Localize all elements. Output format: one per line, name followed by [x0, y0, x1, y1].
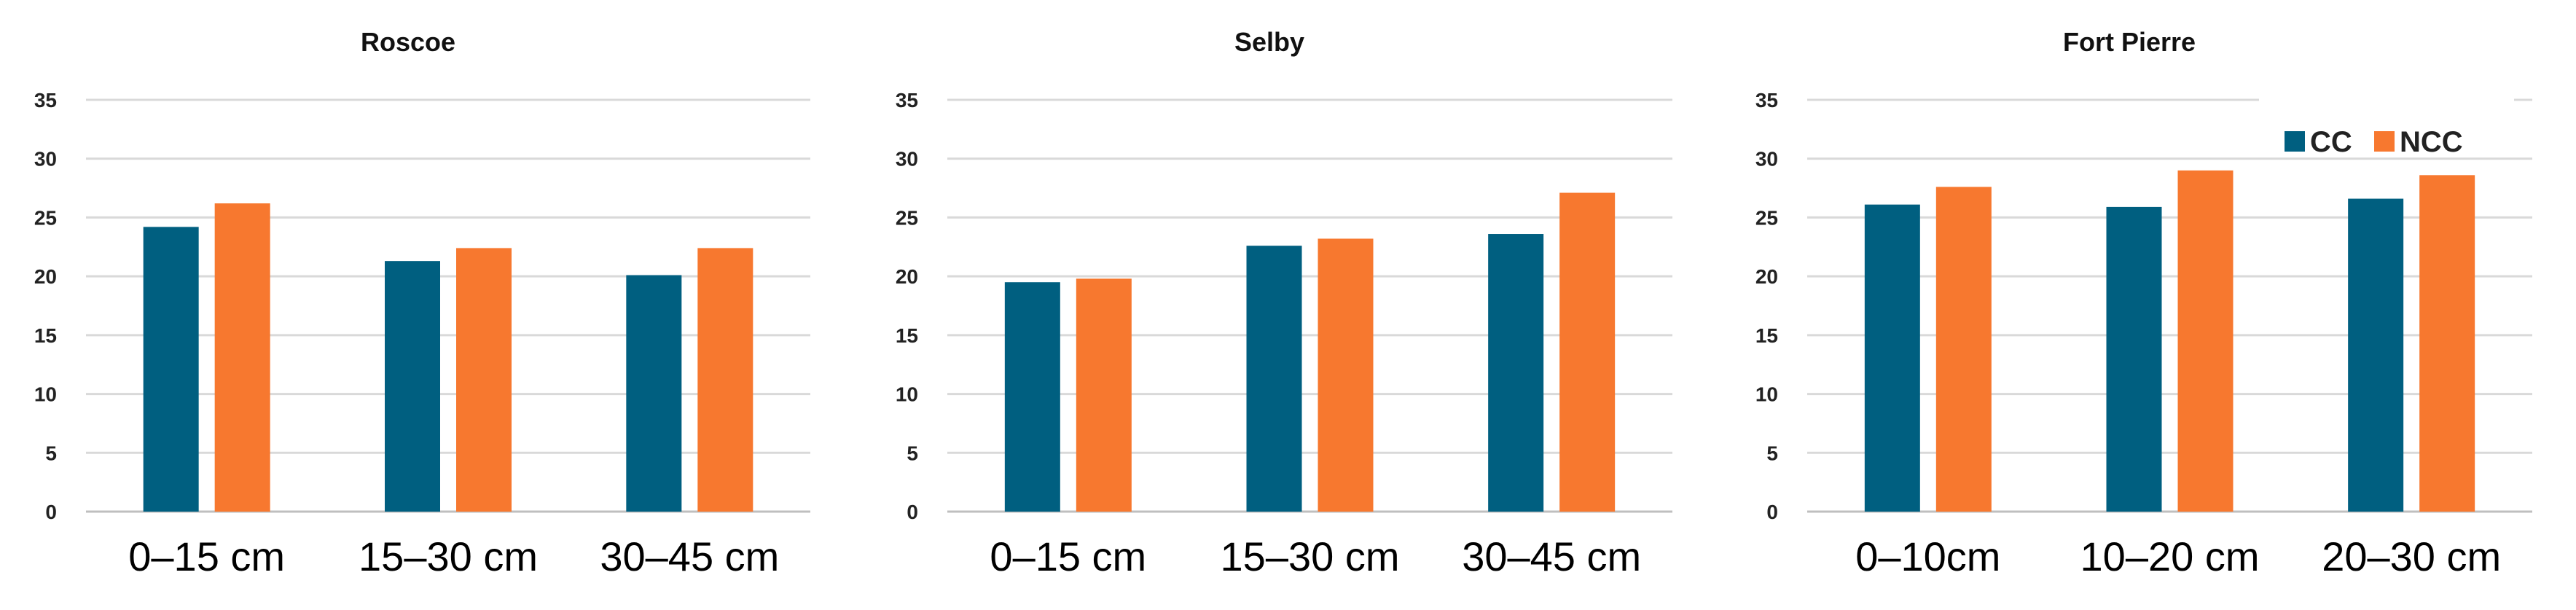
bar-cc — [1864, 204, 1920, 512]
bar-cc — [385, 261, 440, 512]
x-tick-label: 15–30 cm — [359, 533, 538, 579]
bar-cc — [1488, 234, 1544, 512]
chart-title: Selby — [1234, 27, 1304, 57]
y-tick-label: 25 — [34, 206, 57, 229]
y-tick-label: 10 — [1755, 383, 1778, 406]
chart-panel-2: Fort Pierre 0 5 10 15 20 25 30 35 0–10cm 10–20 cm 2… — [1755, 27, 2532, 579]
y-tick-label: 30 — [34, 148, 57, 171]
y-tick-label: 25 — [896, 206, 918, 229]
bar-cc — [2106, 206, 2162, 512]
bar-ncc — [697, 248, 753, 512]
y-tick-label: 20 — [1755, 265, 1778, 288]
bar-cc — [1004, 282, 1060, 512]
y-tick-label: 30 — [1755, 148, 1778, 171]
x-tick-label: 0–15 cm — [128, 533, 285, 579]
bar-ncc — [1076, 278, 1132, 512]
y-tick-label: 5 — [45, 442, 57, 464]
y-tick-label: 5 — [907, 442, 918, 464]
chart-title: Roscoe — [361, 27, 455, 57]
bar-cc — [1246, 246, 1302, 512]
x-tick-label: 15–30 cm — [1221, 533, 1400, 579]
bar-ncc — [1559, 192, 1616, 512]
y-tick-label: 30 — [896, 148, 918, 171]
y-tick-label: 5 — [1766, 442, 1778, 464]
bar-ncc — [456, 248, 512, 512]
y-tick-label: 0 — [45, 501, 57, 523]
y-tick-label: 15 — [896, 324, 918, 347]
legend-swatch-ncc — [2374, 131, 2395, 152]
y-tick-label: 35 — [34, 89, 57, 112]
x-tick-label: 30–45 cm — [600, 533, 779, 579]
y-tick-label: 15 — [1755, 324, 1778, 347]
y-tick-label: 20 — [896, 265, 918, 288]
x-tick-label: 0–15 cm — [990, 533, 1146, 579]
legend-swatch-cc — [2285, 131, 2305, 152]
chart-title: Fort Pierre — [2063, 27, 2196, 57]
legend-background — [2259, 95, 2514, 103]
bar-ncc — [214, 203, 270, 512]
chart-panel-0: Roscoe 0 5 10 15 20 25 30 35 0–15 cm 15–30 cm 30–45… — [34, 27, 810, 579]
bar-ncc — [2177, 170, 2234, 512]
x-tick-label: 0–10cm — [1855, 533, 2000, 579]
legend-label-ncc: NCC — [2400, 126, 2463, 158]
bar-cc — [2348, 198, 2404, 512]
legend-label-cc: CC — [2310, 126, 2352, 158]
y-tick-label: 35 — [896, 89, 918, 112]
bar-cc — [143, 227, 199, 512]
chart-panel-1: Selby 0 5 10 15 20 25 30 35 0–15 cm 15–30 cm 30–45 … — [896, 27, 1672, 579]
bar-ncc — [1935, 187, 1992, 512]
y-tick-label: 25 — [1755, 206, 1778, 229]
bar-cc — [626, 275, 682, 512]
x-tick-label: 10–20 cm — [2080, 533, 2260, 579]
y-tick-label: 0 — [907, 501, 918, 523]
y-tick-label: 0 — [1766, 501, 1778, 523]
y-tick-label: 20 — [34, 265, 57, 288]
y-tick-label: 15 — [34, 324, 57, 347]
x-tick-label: 20–30 cm — [2322, 533, 2501, 579]
bar-ncc — [2419, 175, 2475, 512]
y-tick-label: 10 — [34, 383, 57, 406]
bar-ncc — [1318, 238, 1374, 512]
legend: CC NCC — [2259, 95, 2514, 158]
y-tick-label: 10 — [896, 383, 918, 406]
x-tick-label: 30–45 cm — [1462, 533, 1641, 579]
y-tick-label: 35 — [1755, 89, 1778, 112]
